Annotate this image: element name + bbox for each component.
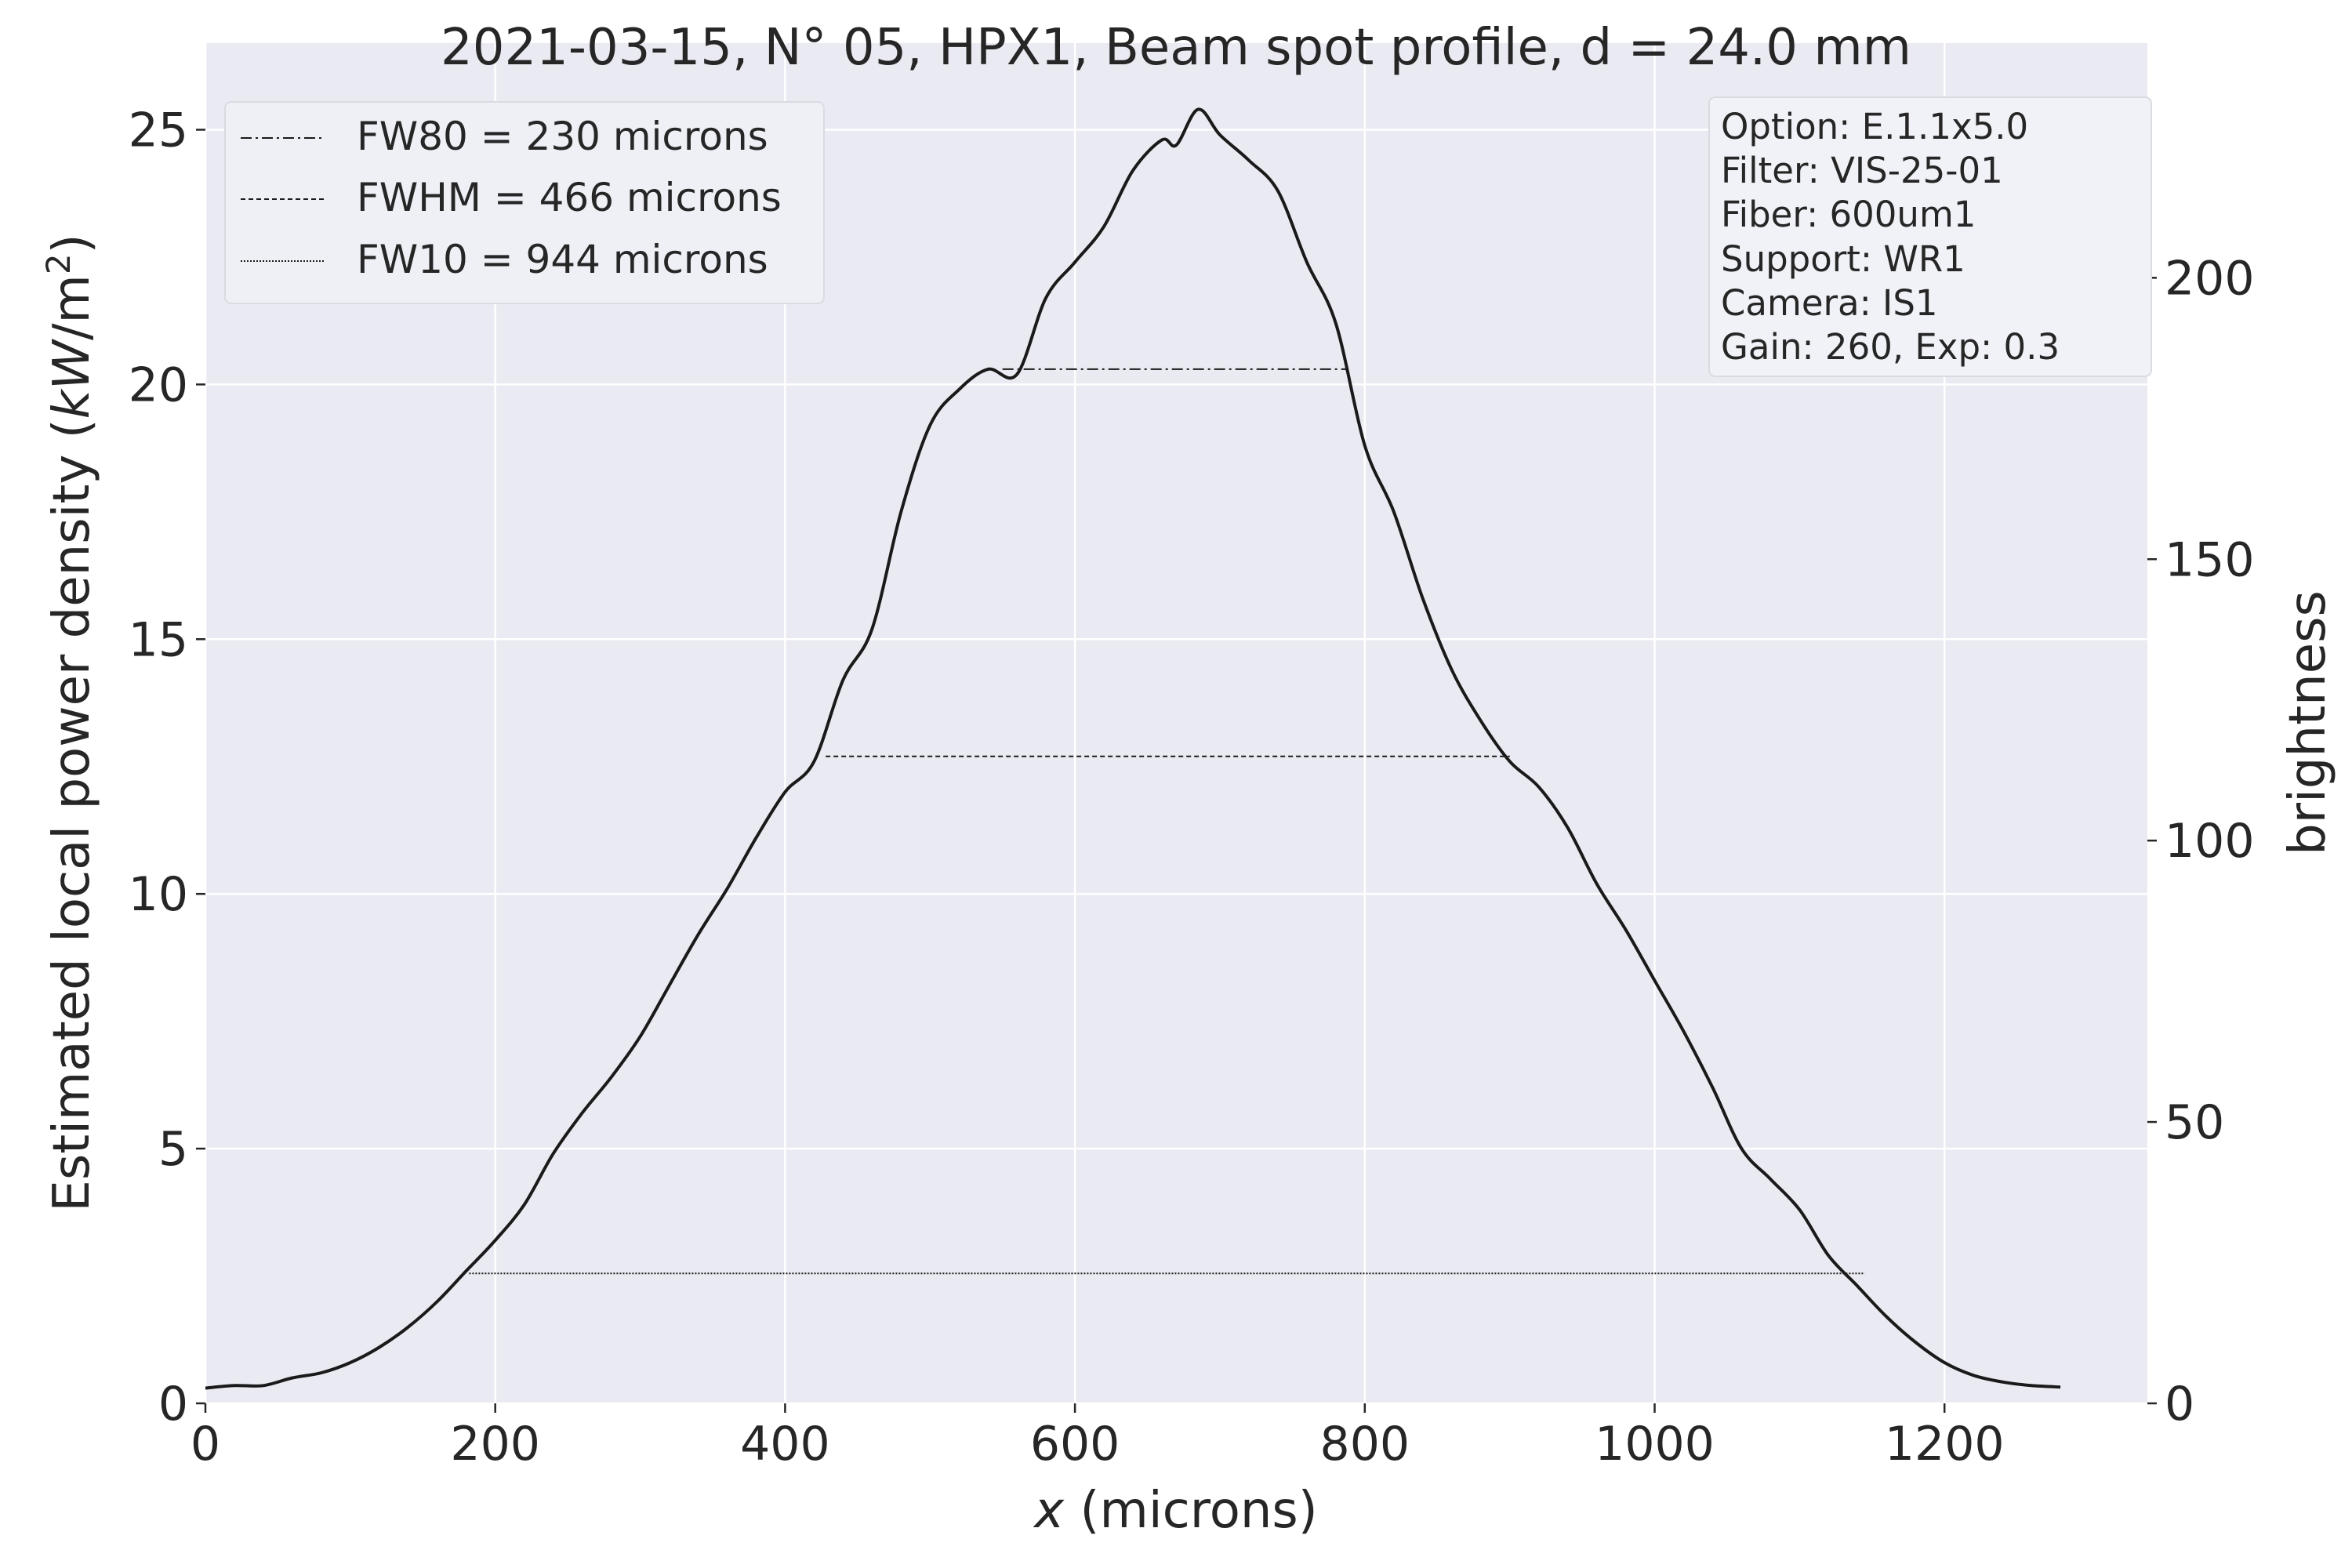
info-camera: Camera: IS1 [1721,282,1938,324]
x-axis-label: x (microns) [1033,1482,1317,1540]
y2-axis-label: brightness [2279,590,2337,855]
y-axis-label-text: Estimated local power density ( [43,419,101,1211]
y-tick-label: 25 [129,103,188,158]
y-axis-label-unit-a: kW [43,338,101,419]
y-tick-label: 15 [129,612,188,667]
y-axis-label-unit-b: /m [43,274,101,340]
y2-tick-label: 0 [2165,1377,2194,1432]
info-support: Support: WR1 [1721,238,1965,280]
info-box-background [1708,96,2152,377]
beam-profile-line [205,107,2061,1390]
info-fiber: Fiber: 600um1 [1721,194,1976,235]
legend-label-fw10: FW10 = 944 microns [357,237,768,282]
info-gain-exp: Gain: 260, Exp: 0.3 [1721,326,2060,368]
x-axis-label-var: x [1033,1482,1065,1540]
x-tick-label: 600 [1030,1417,1120,1472]
legend: FW80 = 230 microns FWHM = 466 microns FW… [224,101,825,304]
info-option: Option: E.1.1x5.0 [1721,106,2028,147]
y2-tick-label: 100 [2165,814,2255,869]
legend-label-fw80: FW80 = 230 microns [357,114,768,159]
legend-label-fwhm: FWHM = 466 microns [357,175,782,220]
chart-title: 2021-03-15, N° 05, HPX1, Beam spot profi… [441,19,1911,77]
info-box: Option: E.1.1x5.0 Filter: VIS-25-01 Fibe… [1708,96,2152,377]
x-tick-label: 1000 [1595,1417,1715,1472]
x-tick-label: 200 [450,1417,540,1472]
y-tick-label: 0 [158,1377,188,1432]
x-tick-label: 0 [191,1417,220,1472]
y-axis-label: Estimated local power density (kW/m2) [39,234,101,1211]
x-tick-label: 800 [1320,1417,1410,1472]
beam-width-lines [469,368,1865,1275]
x-axis-ticks: 0 200 400 600 800 1000 1200 [191,1403,2005,1472]
x-tick-label: 1200 [1885,1417,2005,1472]
x-axis-label-rest: (microns) [1064,1482,1318,1540]
y2-tick-label: 200 [2165,251,2255,306]
y-tick-label: 10 [129,867,188,922]
y-axis-ticks: 0 5 10 15 20 25 [129,103,205,1432]
y2-tick-label: 150 [2165,532,2255,587]
y-axis-label-sup: 2 [39,253,78,274]
x-tick-label: 400 [740,1417,830,1472]
y-tick-label: 5 [158,1122,188,1177]
y2-tick-label: 50 [2165,1095,2224,1150]
y2-axis-ticks: 0 50 100 150 200 [2147,251,2255,1432]
legend-box [224,101,825,304]
y-tick-label: 20 [129,358,188,412]
info-filter: Filter: VIS-25-01 [1721,150,2003,191]
y-axis-label-close: ) [43,234,101,253]
